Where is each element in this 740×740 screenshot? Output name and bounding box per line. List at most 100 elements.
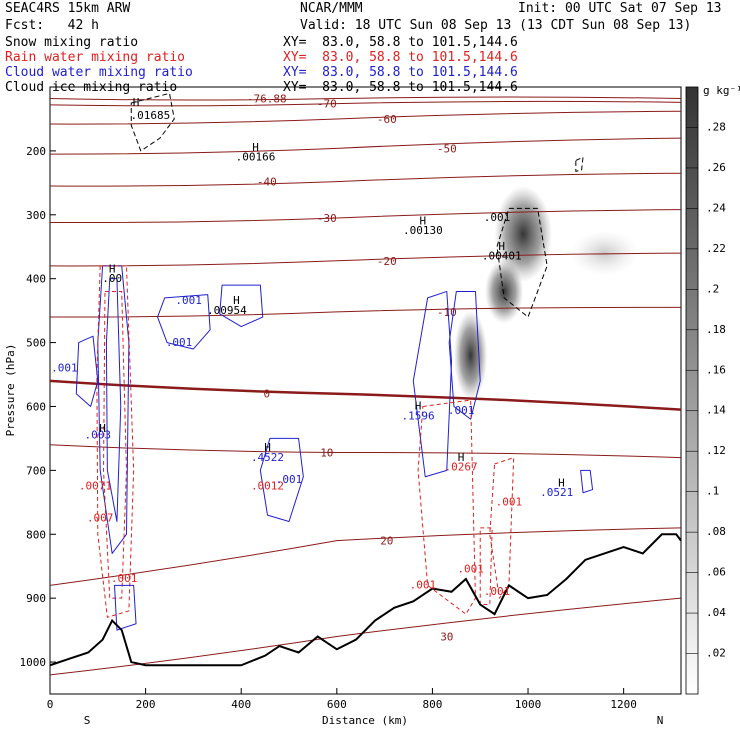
high-marker: H bbox=[420, 214, 427, 227]
high-marker: H bbox=[233, 294, 240, 307]
colorbar-tick-label: .18 bbox=[706, 323, 726, 336]
isotherm-label: 0 bbox=[264, 388, 271, 401]
contour-value-label: .003 bbox=[85, 428, 112, 441]
contour-value-label: .0071 bbox=[79, 480, 112, 493]
isotherm-label: -40 bbox=[257, 176, 277, 189]
high-marker: H bbox=[498, 240, 505, 253]
contour-annotations: .01685 .00166 .00130 .001 .00401 .001 .00954 .0… bbox=[51, 96, 573, 598]
model-title: SEAC4RS 15km ARW bbox=[5, 1, 131, 16]
colorbar-tick-label: .02 bbox=[706, 647, 726, 660]
isotherm-label: -20 bbox=[377, 255, 397, 268]
isotherm-label: -76.88 bbox=[247, 93, 287, 106]
colorbar-tick-label: .06 bbox=[706, 566, 726, 579]
mixing-ratio-contour bbox=[97, 265, 130, 554]
x-tick-label: 200 bbox=[136, 698, 156, 711]
isotherm-line bbox=[49, 100, 682, 107]
field-name-rain: Rain water mixing ratio bbox=[5, 50, 186, 65]
mixing-ratio-contour bbox=[448, 290, 481, 420]
forecast-hour: Fcst: 42 h bbox=[5, 18, 99, 33]
isotherm-label: 10 bbox=[320, 446, 333, 459]
temperature-contours: -76.88 -70 -60 -50 -40 -30 -20 -10 0 10 20 30 bbox=[49, 93, 682, 676]
isotherm-label: -30 bbox=[317, 212, 337, 225]
y-tick-label: 600 bbox=[26, 400, 46, 413]
high-marker: H bbox=[109, 262, 116, 275]
contour-value-label: .00 bbox=[102, 272, 122, 285]
isotherm-line bbox=[49, 172, 682, 187]
colorbar-tick-label: .28 bbox=[706, 120, 726, 133]
high-marker: H bbox=[558, 476, 565, 489]
colorbar-tick-label: .24 bbox=[706, 201, 726, 214]
mixing-ratio-contour bbox=[103, 290, 127, 599]
mixing-ratio-contour bbox=[96, 265, 135, 618]
contour-value-label: .1596 bbox=[402, 409, 435, 422]
high-marker: H bbox=[133, 96, 140, 109]
high-marker: H bbox=[264, 441, 271, 454]
field-name-snow: Snow mixing ratio bbox=[5, 35, 139, 50]
colorbar-tick-label: .14 bbox=[706, 404, 726, 417]
contour-value-label: .0012 bbox=[251, 480, 284, 493]
contour-value-label: .4522 bbox=[251, 451, 284, 464]
contour-value-label: .00401 bbox=[482, 250, 522, 263]
isotherm-line bbox=[49, 527, 682, 586]
field-xy-snow: XY= 83.0, 58.8 to 101.5,144.6 bbox=[283, 35, 518, 50]
high-marker: H bbox=[99, 422, 106, 435]
contour-value-label: .001 bbox=[166, 336, 193, 349]
field-xy-cloud-water: XY= 83.0, 58.8 to 101.5,144.6 bbox=[283, 65, 518, 80]
contour-value-label: .001 bbox=[111, 572, 138, 585]
cloud-ice-blob bbox=[494, 185, 553, 282]
high-marker: H bbox=[252, 141, 259, 154]
contour-value-label: .001 bbox=[410, 579, 437, 592]
colorbar-tick-label: .08 bbox=[706, 525, 726, 538]
isotherm-label: -50 bbox=[437, 142, 457, 155]
mixing-ratio-contour bbox=[114, 584, 137, 631]
valid-time: Valid: 18 UTC Sun 08 Sep 13 (13 CDT Sun … bbox=[300, 18, 692, 33]
field-name-cloud-water: Cloud water mixing ratio bbox=[5, 65, 193, 80]
field-xy-rain: XY= 83.0, 58.8 to 101.5,144.6 bbox=[283, 50, 518, 65]
colorbar: g kg⁻¹ .02 .04 .06 .08 .1 .12 .14 .16 .18 .2 .22 .24… bbox=[685, 84, 740, 695]
org-title: NCAR/MMM bbox=[300, 1, 363, 16]
contour-value-label: .001 bbox=[484, 585, 511, 598]
colorbar-gradient bbox=[685, 86, 699, 695]
colorbar-tick-label: .26 bbox=[706, 161, 726, 174]
isotherm-line bbox=[49, 252, 682, 267]
isotherm-line bbox=[49, 444, 682, 459]
x-tick-label: 400 bbox=[231, 698, 251, 711]
y-tick-label: 700 bbox=[26, 464, 46, 477]
y-tick-label: 300 bbox=[26, 209, 46, 222]
isotherm-line bbox=[49, 137, 682, 155]
mixing-ratio-contour bbox=[219, 284, 264, 328]
y-tick-label: 900 bbox=[26, 592, 46, 605]
contour-value-label: .0521 bbox=[540, 486, 573, 499]
y-tick-label: 1000 bbox=[20, 656, 47, 669]
x-end-label-north: N bbox=[657, 714, 664, 727]
contour-value-label: .00954 bbox=[207, 304, 247, 317]
contour-value-label: .001 bbox=[484, 211, 511, 224]
isotherm-line bbox=[49, 379, 682, 411]
mixing-ratio-contour bbox=[580, 469, 594, 494]
isotherm-label: -60 bbox=[377, 113, 397, 126]
mixing-ratio-contour bbox=[412, 290, 453, 478]
isotherm-label: -10 bbox=[437, 306, 457, 319]
isotherm-label: 20 bbox=[380, 535, 393, 548]
colorbar-unit: g kg⁻¹ bbox=[703, 84, 740, 97]
isotherm-line bbox=[49, 306, 682, 318]
isotherm-line bbox=[49, 96, 682, 101]
contour-value-label: .001 bbox=[496, 496, 523, 509]
x-tick-label: 1000 bbox=[515, 698, 542, 711]
contour-value-label: .01685 bbox=[131, 109, 171, 122]
mixing-ratio-contour bbox=[496, 207, 548, 318]
cloud-ice-shading bbox=[453, 185, 639, 401]
colorbar-tick-label: .22 bbox=[706, 242, 726, 255]
colorbar-tick-label: .12 bbox=[706, 444, 726, 457]
mixing-ratio-contour bbox=[157, 294, 211, 350]
mixing-ratio-contour bbox=[417, 399, 476, 615]
colorbar-tick-label: .04 bbox=[706, 606, 726, 619]
x-tick-label: 1200 bbox=[610, 698, 637, 711]
mixing-ratio-contour bbox=[259, 437, 304, 522]
init-time: Init: 00 UTC Sat 07 Sep 13 bbox=[518, 1, 722, 16]
mixing-ratio-contour bbox=[75, 335, 99, 407]
mixing-ratio-contour bbox=[130, 92, 175, 152]
x-tick-label: 600 bbox=[327, 698, 347, 711]
contour-value-label: .0267 bbox=[445, 460, 478, 473]
